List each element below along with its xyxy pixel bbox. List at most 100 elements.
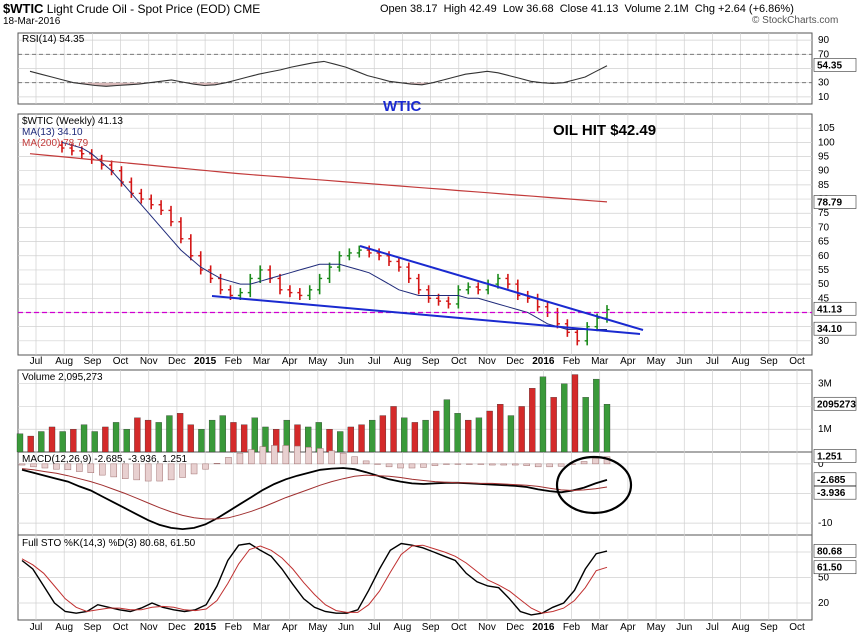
upper-trendline xyxy=(359,245,644,331)
macd-histogram-bar xyxy=(133,463,140,481)
macd-signal-badge: -3.936 xyxy=(817,488,846,499)
month-label-jul: Jul xyxy=(368,356,381,367)
sto-d-badge: 61.50 xyxy=(817,563,842,574)
volume-bar xyxy=(102,426,109,453)
month-label-feb: Feb xyxy=(225,356,243,367)
macd-histogram-bar xyxy=(156,463,163,482)
month-label-jul: Jul xyxy=(706,622,719,633)
macd-histogram-bar xyxy=(339,452,347,465)
quote-bar: Open 38.17 High 42.49 Low 36.68 Close 41… xyxy=(380,3,794,15)
month-label-apr: Apr xyxy=(282,356,298,367)
month-label-nov: Nov xyxy=(478,356,496,367)
volume-bar xyxy=(187,424,194,453)
tick-label-price: 55 xyxy=(818,265,830,276)
volume-bar xyxy=(198,429,205,453)
open-label: Open xyxy=(380,3,407,15)
macd-histogram-bar xyxy=(305,447,313,465)
macd-histogram-bar xyxy=(294,445,301,465)
macd-histogram-bar xyxy=(362,460,370,465)
chart-header: $WTIC Light Crude Oil - Spot Price (EOD)… xyxy=(3,1,260,16)
volume-bar xyxy=(27,435,34,453)
macd-histogram-bar xyxy=(259,446,267,465)
volume-bar xyxy=(134,417,141,453)
month-label-aug: Aug xyxy=(732,622,750,633)
volume-bar xyxy=(539,376,547,453)
volume-bar xyxy=(219,415,226,453)
sto-k-line xyxy=(21,542,608,616)
volume-bar xyxy=(326,429,333,453)
month-label-sep: Sep xyxy=(760,356,778,367)
volume-legend: Volume 2,095,273 xyxy=(22,372,103,383)
month-label-2015: 2015 xyxy=(194,356,217,367)
month-label-sep: Sep xyxy=(422,622,440,633)
panel-frame-price xyxy=(17,113,813,356)
month-label-jun: Jun xyxy=(338,622,354,633)
close-value: 41.13 xyxy=(590,3,619,15)
month-label-2015: 2015 xyxy=(194,622,217,633)
macd-histogram-bar xyxy=(41,463,49,469)
tick-label-macd: 0 xyxy=(818,459,824,470)
macd-histogram-bar xyxy=(534,463,542,468)
volume-bar xyxy=(433,410,440,453)
open-value: 38.17 xyxy=(409,3,438,15)
macd-histogram-bar xyxy=(236,452,244,465)
volume-bar xyxy=(379,415,387,453)
volume-bar xyxy=(561,383,568,453)
volume-value: 2.1M xyxy=(664,3,689,15)
month-label-sep: Sep xyxy=(422,356,440,367)
macd-histogram-bar xyxy=(282,445,290,465)
macd-hist-badge: 1.251 xyxy=(817,451,842,462)
month-label-oct: Oct xyxy=(789,356,805,367)
tick-label-price: 65 xyxy=(818,237,830,248)
rsi-badge: 54.35 xyxy=(817,60,842,71)
sto-d-line xyxy=(21,544,608,614)
month-label-jun: Jun xyxy=(676,356,692,367)
wtic-annotation: WTIC xyxy=(383,98,422,115)
macd-histogram-bar xyxy=(202,463,209,470)
month-label-feb: Feb xyxy=(563,356,581,367)
macd-histogram-bar xyxy=(190,463,198,475)
month-label-aug: Aug xyxy=(394,622,412,633)
month-label-oct: Oct xyxy=(113,356,129,367)
volume-bar xyxy=(70,429,77,453)
volume-bar xyxy=(80,424,88,453)
macd-histogram-bar xyxy=(500,463,508,466)
rsi-line xyxy=(29,60,608,87)
volume-bar xyxy=(59,431,66,453)
month-label-feb: Feb xyxy=(225,622,243,633)
volume-bar xyxy=(38,431,45,453)
volume-bar xyxy=(550,397,557,453)
volume-bar xyxy=(507,415,515,453)
volume-bar xyxy=(529,388,536,453)
month-label-mar: Mar xyxy=(591,622,609,633)
month-label-may: May xyxy=(308,356,327,367)
lower-trendline xyxy=(211,295,641,335)
close-label: Close xyxy=(559,3,588,15)
ma200-line xyxy=(29,153,608,203)
oil-hit-annotation: OIL HIT $42.49 xyxy=(553,122,657,139)
macd-histogram-bar xyxy=(271,445,278,465)
macd-signal-badge-box xyxy=(813,485,857,500)
month-label-aug: Aug xyxy=(732,356,750,367)
tick-label-rsi: 10 xyxy=(818,92,830,103)
volume-bar xyxy=(593,378,600,453)
macd-histogram-bar xyxy=(213,463,221,465)
macd-histogram-bar xyxy=(179,463,186,478)
macd-histogram-bar xyxy=(225,457,232,465)
macd-histogram-bar xyxy=(99,463,106,476)
tick-label-price: 105 xyxy=(818,123,835,134)
macd-histogram-bar xyxy=(167,463,175,481)
volume-badge: 2095273 xyxy=(817,399,856,410)
macd-histogram-bar xyxy=(477,463,485,465)
tick-label-price: 100 xyxy=(818,137,835,148)
macd-histogram-bar xyxy=(144,463,152,482)
month-label-jun: Jun xyxy=(676,622,692,633)
volume-bar xyxy=(465,419,472,453)
volume-bar xyxy=(166,415,173,453)
volume-bar xyxy=(208,419,216,453)
month-label-nov: Nov xyxy=(478,622,496,633)
macd-histogram-bar xyxy=(110,463,118,478)
month-label-apr: Apr xyxy=(620,622,636,633)
macd-histogram-bar xyxy=(443,463,450,465)
tick-label-vol: 3M xyxy=(818,379,832,390)
